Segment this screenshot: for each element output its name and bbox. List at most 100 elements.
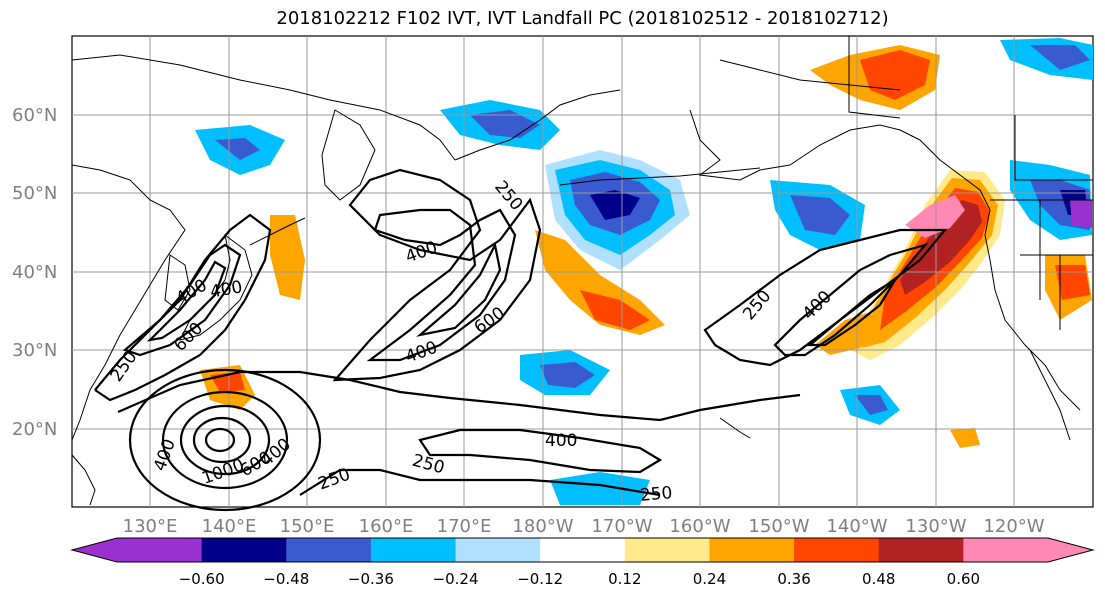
coast-philippines [71,454,96,506]
lon-label-140e: 140°E [202,516,257,537]
shade-pos-pink [905,195,965,238]
lon-label-140w: 140°W [826,516,887,537]
contour-south-400 [418,428,663,474]
contour-ne-400 [773,242,929,357]
colorbar-tick-label: 0.36 [777,570,810,588]
shade-pos-darkred [900,200,982,295]
colorbar-extend-high [1048,538,1093,562]
longitude-labels: 130°E 140°E 150°E 160°E 170°E 180°W 170°… [123,516,1045,537]
contour-ne-600 [806,279,896,347]
border-alaska-canada [848,36,901,119]
contour-mid-250 [332,168,542,382]
colorbar-segment [117,538,203,562]
latitude-labels: 60°N 50°N 40°N 30°N 20°N [12,105,57,440]
contour-ne-250 [703,228,948,367]
lat-label-60: 60°N [12,105,57,126]
lon-label-150w: 150°W [748,516,809,537]
colorbar-segment [286,538,372,562]
shade-right-pos-red [1055,265,1090,300]
coast-baja [1029,349,1071,441]
ivt-contours [94,168,948,512]
coast-alaska-north [719,59,901,91]
lon-label-160w: 160°W [669,516,730,537]
contour-mid-600 [416,241,502,337]
map-panel: 250 400 400 600 400 250 600 400 400 250 … [12,35,1094,537]
colorbar-segment [201,538,287,562]
colorbar-segment [709,538,795,562]
lat-label-20: 20°N [12,419,57,440]
lat-label-30: 30°N [12,340,57,361]
colorbar-tick-label: 0.48 [862,570,895,588]
contour-west-600 [146,260,227,342]
lat-label-40: 40°N [12,262,57,283]
border-us-states [1020,200,1093,330]
colorbar-tick-label: 0.12 [608,570,641,588]
coast-alaska-south [789,124,921,166]
colorbar-segment [794,538,880,562]
shade-ne-mid [1030,45,1090,70]
colorbar-segment [455,538,541,562]
coast-japan [179,233,253,341]
shade-south-a-mid [540,362,595,388]
coast-kamchatka [321,109,376,201]
lat-label-50: 50°N [12,183,57,204]
contour-label-i: 400 [545,431,577,451]
shade-south-b [550,472,650,505]
lon-label-180: 180°W [512,516,573,537]
coast-bc [919,139,991,236]
coast-us-west [984,234,1081,411]
lon-label-150e: 150°E [280,516,335,537]
lon-label-120w: 120°W [983,516,1044,537]
lon-label-170e: 170°E [437,516,492,537]
colorbar-tick-label: 0.24 [693,570,726,588]
shade-south-d [950,428,980,448]
colorbar-segment [624,538,710,562]
coast-kuril [249,217,306,246]
shade-pos-orange-2 [815,312,880,355]
colorbar-segment [370,538,457,562]
contour-label-q: 250 [639,483,673,506]
coast-korea [164,254,191,311]
contour-mid-400 [366,208,517,362]
colorbar-tick-label: 0.60 [947,570,980,588]
contour-typhoon-400 [161,390,289,490]
coast-hawaii [719,417,751,439]
coast-chukotka [454,89,621,161]
colorbar-outline [70,537,1095,563]
lon-label-130e: 130°E [123,516,178,537]
colorbar-segment [963,538,1049,562]
colorbar-tick-label: −0.48 [263,570,309,588]
shade-sub-pos-e [270,215,305,300]
colorbar-tick-label: −0.12 [517,570,563,588]
map-title: 2018102212 F102 IVT, IVT Landfall PC (20… [276,8,889,29]
contour-west-400 [122,243,242,357]
shade-west-mid [215,138,260,160]
colorbar-extend-low [72,538,117,562]
coast-aleutian [559,167,761,186]
shade-155w-mid [790,195,850,235]
contour-subtrop-250 [117,370,801,422]
coast-alaska-west [689,109,791,181]
lon-label-170w: 170°W [591,516,652,537]
colorbar-tick-label: −0.24 [433,570,479,588]
border-canada-inner [1014,115,1093,181]
colorbar-segment [878,538,964,562]
lon-label-130w: 130°W [905,516,966,537]
coastlines [71,36,1093,506]
shade-north-central-mid [470,110,540,138]
graticule [72,36,1093,507]
shading-layer [195,38,1093,505]
lon-label-160e: 160°E [359,516,414,537]
shade-south-c-mid [855,395,888,415]
shade-canada-purple [1070,200,1092,228]
coast-siberia [71,54,456,161]
contour-typhoon-600 [179,404,271,476]
contour-typhoon-250 [128,368,322,512]
shade-center-dark [590,190,640,220]
contour-typhoon-800 [192,416,252,464]
contour-typhoon-1000 [204,427,236,453]
coast-asia [71,164,186,441]
colorbar: −0.60 −0.48 −0.36 −0.24 −0.12 0.12 0.24 0.36 0.4… [70,537,1095,588]
contour-south-250 [299,468,661,497]
